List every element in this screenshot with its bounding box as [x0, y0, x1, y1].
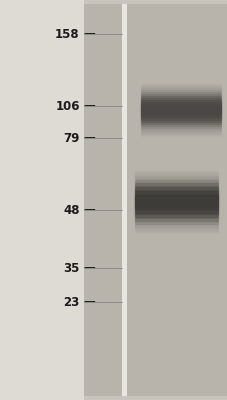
Text: —: — — [83, 100, 95, 112]
Text: 79: 79 — [63, 132, 79, 144]
Text: 48: 48 — [63, 204, 79, 216]
Text: 23: 23 — [63, 296, 79, 308]
Text: —: — — [83, 28, 95, 40]
Text: 106: 106 — [55, 100, 79, 112]
Text: 35: 35 — [63, 262, 79, 274]
Bar — [126, 4, 227, 396]
Bar — [84, 4, 121, 396]
Bar — [121, 4, 126, 396]
Bar — [0, 0, 84, 400]
Text: —: — — [83, 204, 95, 216]
Text: 158: 158 — [55, 28, 79, 40]
Text: —: — — [83, 262, 95, 274]
Text: —: — — [83, 132, 95, 144]
Text: —: — — [83, 296, 95, 308]
